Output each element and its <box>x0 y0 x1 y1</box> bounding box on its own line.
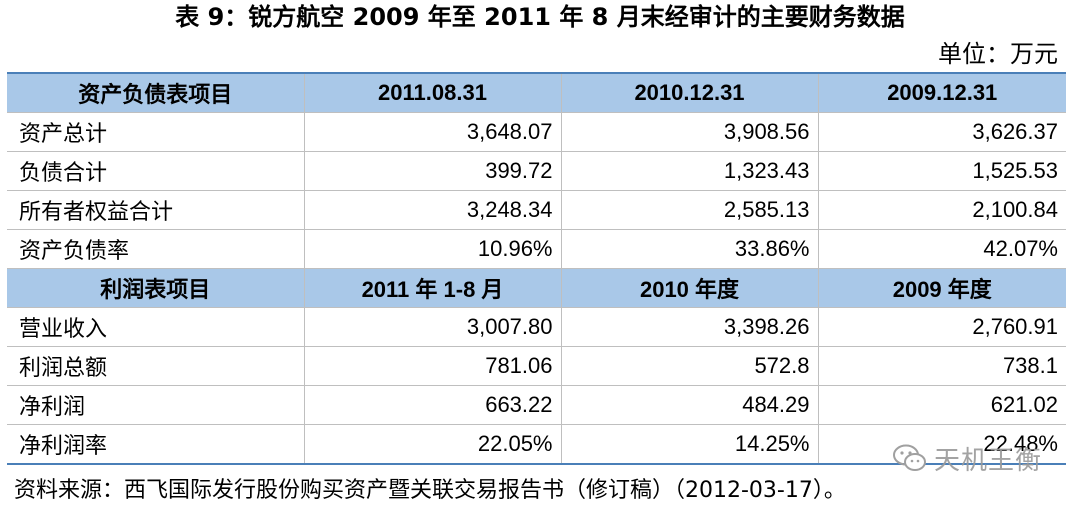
source-note: 资料来源：西飞国际发行股份购买资产暨关联交易报告书（修订稿）（2012-03-1… <box>14 478 846 503</box>
table-row: 营业收入 3,007.80 3,398.26 2,760.91 <box>7 307 1066 347</box>
header-cell: 2009.12.31 <box>817 72 1066 113</box>
table-cell: 10.96% <box>303 229 561 269</box>
table-row: 负债合计 399.72 1,323.43 1,525.53 <box>7 151 1066 191</box>
financial-table: 资产负债表项目 2011.08.31 2010.12.31 2009.12.31… <box>7 72 1066 465</box>
row-label: 净利润 <box>7 385 304 425</box>
table-cell: 1,323.43 <box>560 151 818 191</box>
header-cell: 2011.08.31 <box>303 72 561 113</box>
row-label: 营业收入 <box>7 307 304 347</box>
header-cell: 利润表项目 <box>7 268 304 308</box>
unit-label: 单位：万元 <box>938 40 1058 68</box>
table-cell: 2,100.84 <box>817 190 1066 230</box>
header-cell: 资产负债表项目 <box>7 72 304 113</box>
header-cell: 2010 年度 <box>560 268 818 308</box>
table-row: 所有者权益合计 3,248.34 2,585.13 2,100.84 <box>7 190 1066 230</box>
table-cell: 572.8 <box>560 346 818 386</box>
income-header-row: 利润表项目 2011 年 1-8 月 2010 年度 2009 年度 <box>7 268 1066 308</box>
table-cell: 3,248.34 <box>303 190 561 230</box>
table-cell: 1,525.53 <box>817 151 1066 191</box>
table-cell: 33.86% <box>560 229 818 269</box>
table-row: 资产总计 3,648.07 3,908.56 3,626.37 <box>7 112 1066 152</box>
table-cell: 621.02 <box>817 385 1066 425</box>
table-cell: 781.06 <box>303 346 561 386</box>
table-cell: 3,007.80 <box>303 307 561 347</box>
header-cell: 2011 年 1-8 月 <box>303 268 561 308</box>
table-cell: 14.25% <box>560 424 818 465</box>
table-cell: 2,760.91 <box>817 307 1066 347</box>
row-label: 净利润率 <box>7 424 304 465</box>
table-cell: 738.1 <box>817 346 1066 386</box>
row-label: 负债合计 <box>7 151 304 191</box>
table-title: 表 9：锐方航空 2009 年至 2011 年 8 月末经审计的主要财务数据 <box>175 3 905 31</box>
row-label: 资产负债率 <box>7 229 304 269</box>
table-cell: 663.22 <box>303 385 561 425</box>
header-cell: 2009 年度 <box>817 268 1066 308</box>
table-cell: 3,648.07 <box>303 112 561 152</box>
table-cell: 2,585.13 <box>560 190 818 230</box>
table-cell: 399.72 <box>303 151 561 191</box>
header-cell: 2010.12.31 <box>560 72 818 113</box>
balance-header-row: 资产负债表项目 2011.08.31 2010.12.31 2009.12.31 <box>7 72 1066 113</box>
table-cell: 3,626.37 <box>817 112 1066 152</box>
row-label: 利润总额 <box>7 346 304 386</box>
row-label: 所有者权益合计 <box>7 190 304 230</box>
row-label: 资产总计 <box>7 112 304 152</box>
table-cell: 3,398.26 <box>560 307 818 347</box>
table-cell: 3,908.56 <box>560 112 818 152</box>
table-cell: 22.48% <box>817 424 1066 465</box>
table-row: 净利润率 22.05% 14.25% 22.48% <box>7 424 1066 465</box>
table-row: 资产负债率 10.96% 33.86% 42.07% <box>7 229 1066 269</box>
table-row: 利润总额 781.06 572.8 738.1 <box>7 346 1066 386</box>
table-cell: 22.05% <box>303 424 561 465</box>
table-cell: 484.29 <box>560 385 818 425</box>
table-row: 净利润 663.22 484.29 621.02 <box>7 385 1066 425</box>
table-cell: 42.07% <box>817 229 1066 269</box>
